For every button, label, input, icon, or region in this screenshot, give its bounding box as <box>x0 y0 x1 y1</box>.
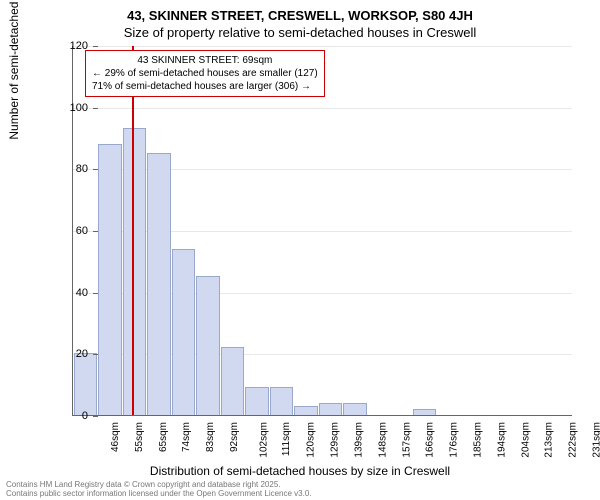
bar <box>319 403 343 415</box>
chart-container: 43, SKINNER STREET, CRESWELL, WORKSOP, S… <box>0 0 600 500</box>
info-box-line: 43 SKINNER STREET: 69sqm <box>92 54 318 67</box>
y-tick-label: 100 <box>70 102 88 114</box>
y-tick <box>93 231 98 232</box>
x-tick-label: 222sqm <box>568 422 579 458</box>
x-axis-label: Distribution of semi-detached houses by … <box>0 464 600 478</box>
x-tick-label: 185sqm <box>473 422 484 458</box>
x-tick-label: 83sqm <box>205 422 216 452</box>
x-tick-label: 176sqm <box>449 422 460 458</box>
bars <box>73 46 572 415</box>
plot-area <box>72 46 572 416</box>
y-tick-label: 0 <box>82 410 88 422</box>
x-tick-label: 166sqm <box>425 422 436 458</box>
x-tick-label: 148sqm <box>377 422 388 458</box>
bar <box>147 153 171 415</box>
bar <box>172 249 196 416</box>
x-tick-label: 213sqm <box>544 422 555 458</box>
bar <box>74 353 98 415</box>
footer-line2: Contains public sector information licen… <box>6 489 594 499</box>
footer: Contains HM Land Registry data © Crown c… <box>0 480 600 500</box>
y-tick-label: 40 <box>76 287 88 299</box>
y-axis-label: Number of semi-detached properties <box>7 0 21 140</box>
chart-title-sub: Size of property relative to semi-detach… <box>0 23 600 40</box>
y-tick-label: 60 <box>76 225 88 237</box>
y-tick <box>93 354 98 355</box>
marker-line <box>132 46 134 415</box>
x-tick-label: 204sqm <box>520 422 531 458</box>
x-tick-label: 111sqm <box>281 422 292 456</box>
bar <box>294 406 318 415</box>
info-box-line: ← 29% of semi-detached houses are smalle… <box>92 67 318 80</box>
x-tick-label: 120sqm <box>306 422 317 458</box>
x-tick-label: 65sqm <box>158 422 169 452</box>
info-box: 43 SKINNER STREET: 69sqm← 29% of semi-de… <box>85 50 325 97</box>
bar <box>123 128 147 415</box>
y-tick-label: 20 <box>76 348 88 360</box>
x-tick-label: 74sqm <box>181 422 192 452</box>
y-tick <box>93 46 98 47</box>
x-tick-label: 139sqm <box>354 422 365 458</box>
y-tick <box>93 169 98 170</box>
bar <box>413 409 437 415</box>
x-tick-label: 102sqm <box>258 422 269 458</box>
bar <box>270 387 294 415</box>
footer-line1: Contains HM Land Registry data © Crown c… <box>6 480 594 490</box>
bar <box>221 347 245 415</box>
x-tick-label: 46sqm <box>110 422 121 452</box>
y-tick-label: 80 <box>76 163 88 175</box>
chart-title-main: 43, SKINNER STREET, CRESWELL, WORKSOP, S… <box>0 0 600 23</box>
x-tick-label: 55sqm <box>134 422 145 452</box>
y-tick <box>93 108 98 109</box>
bar <box>343 403 367 415</box>
x-tick-label: 194sqm <box>496 422 507 458</box>
bar <box>98 144 122 415</box>
x-tick-label: 231sqm <box>592 422 600 458</box>
y-tick <box>93 293 98 294</box>
x-tick-label: 157sqm <box>401 422 412 458</box>
x-tick-label: 129sqm <box>330 422 341 458</box>
y-tick <box>93 416 98 417</box>
bar <box>245 387 269 415</box>
x-tick-label: 92sqm <box>229 422 240 452</box>
bar <box>196 276 220 415</box>
info-box-line: 71% of semi-detached houses are larger (… <box>92 80 318 93</box>
